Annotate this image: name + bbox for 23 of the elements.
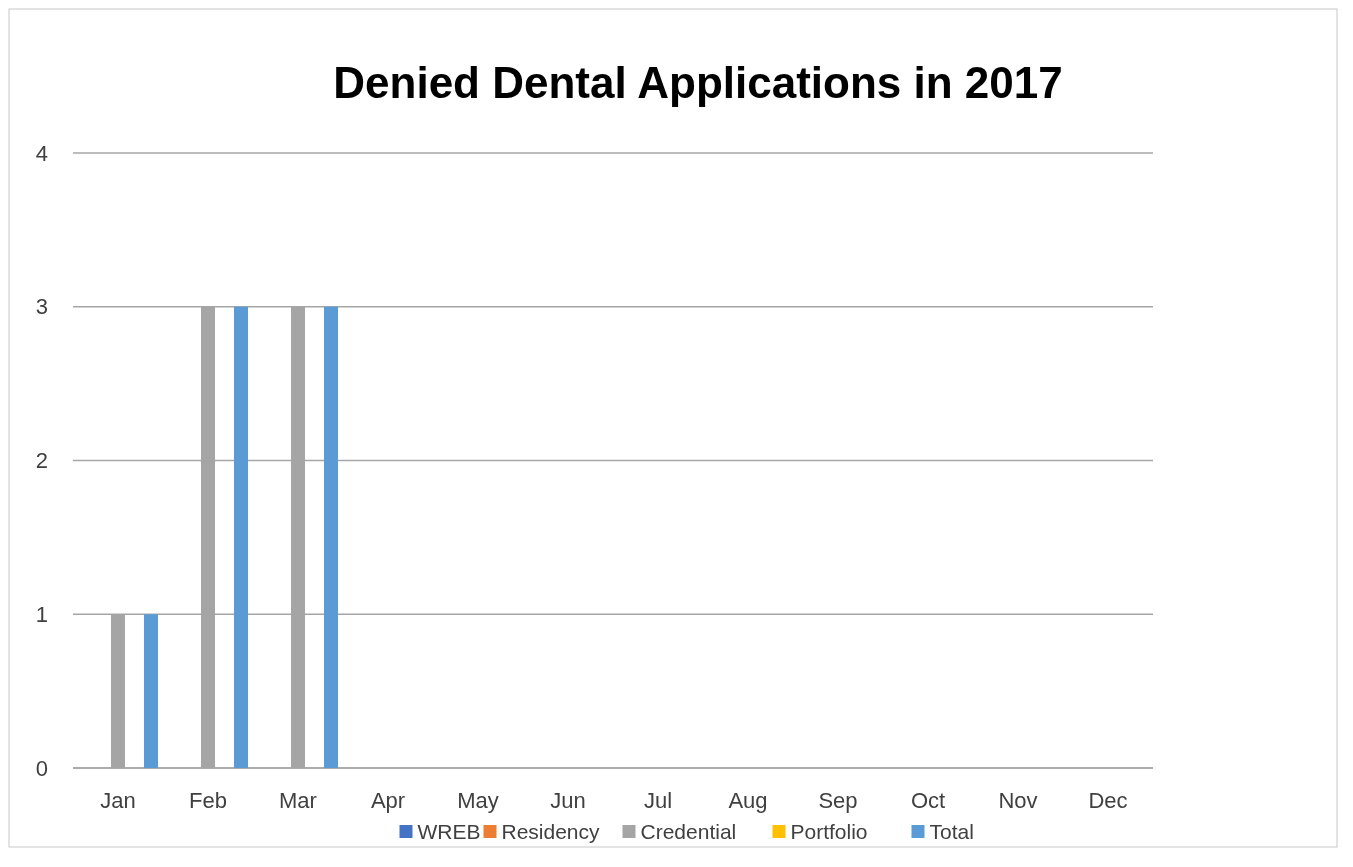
legend-label: WREB (417, 820, 481, 844)
x-tick-label: Aug (728, 788, 768, 813)
y-tick-label: 4 (35, 140, 48, 166)
x-tick-label: Apr (370, 788, 406, 813)
y-tick-label: 3 (35, 294, 48, 320)
legend-label: Residency (501, 820, 601, 844)
x-tick-label: Jul (643, 788, 673, 813)
legend-label: Total (929, 820, 974, 844)
x-tick-label: Mar (279, 788, 317, 813)
x-tick-label: Jan (100, 788, 136, 813)
x-tick-label: Dec (1088, 788, 1128, 813)
x-tick-label: May (457, 788, 499, 813)
legend-label: Credential (640, 820, 737, 844)
legend-label: Portfolio (790, 820, 868, 844)
chart-title: Denied Dental Applications in 2017 (333, 58, 1063, 107)
x-tick-label: Feb (189, 788, 227, 813)
y-tick-label: 0 (35, 755, 48, 781)
x-tick-label: Nov (998, 788, 1038, 813)
y-tick-label: 1 (35, 601, 48, 627)
x-tick-label: Jun (550, 788, 586, 813)
x-tick-label: Sep (818, 788, 858, 813)
x-tick-label: Oct (910, 788, 946, 813)
y-tick-label: 2 (35, 448, 48, 474)
